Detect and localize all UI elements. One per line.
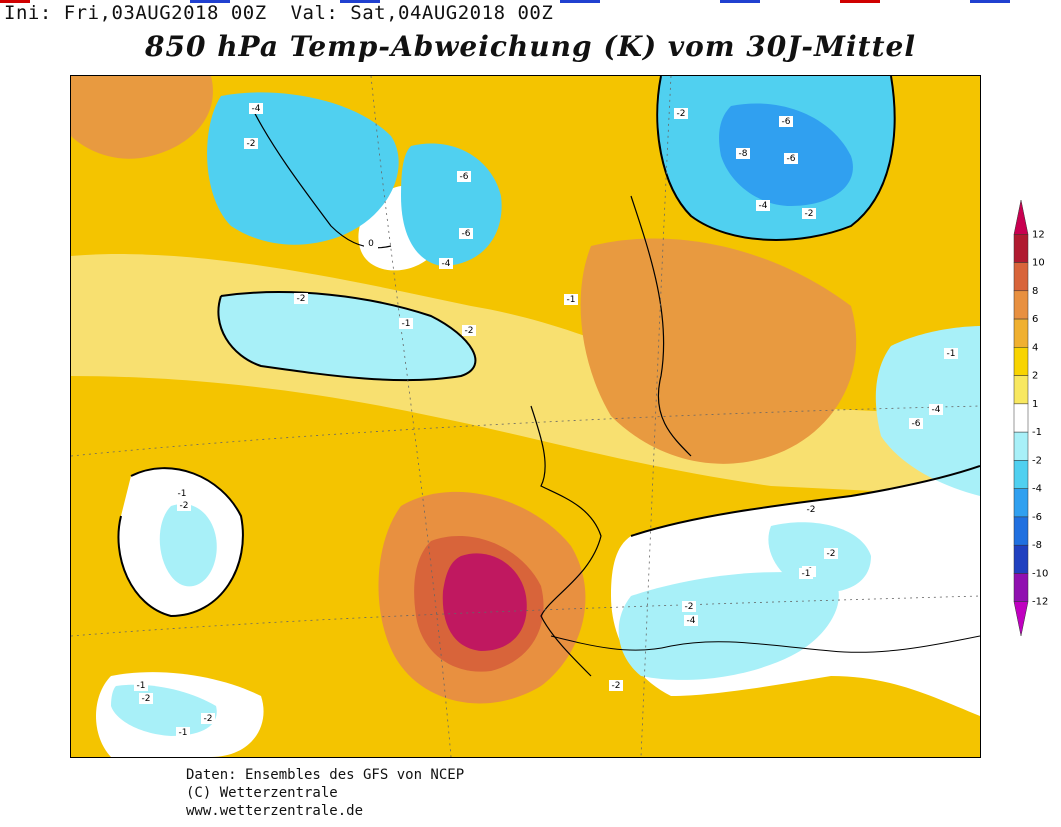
- contour-label: -1: [137, 681, 146, 691]
- credits-data-source: Daten: Ensembles des GFS von NCEP: [186, 767, 465, 783]
- cool-anomaly-southwest: [111, 684, 217, 736]
- cool-anomaly-balkans: [768, 522, 871, 593]
- colorbar-swatch: [1013, 431, 1029, 461]
- top-color-strip: [0, 0, 1061, 4]
- contour-label: -8: [739, 149, 748, 159]
- contour-label: -2: [180, 501, 189, 511]
- init-label: Ini:: [4, 2, 52, 24]
- coastline-scandinavia: [630, 195, 692, 457]
- contour-label: -4: [442, 259, 451, 269]
- contour-label: -1: [802, 569, 811, 579]
- longitude-line: [640, 76, 672, 757]
- zero-contour-mediterranean: [630, 465, 980, 537]
- contour-label: -4: [759, 201, 768, 211]
- colorbar-swatch: [1013, 318, 1029, 348]
- colorbar-legend: 12 10 8 6 4 2 1 -1 -2 -4 -6 -8 -10 -12: [1010, 198, 1060, 638]
- cold-anomaly-scandinavia-west: [401, 143, 502, 266]
- colorbar-tick-label: -12: [1032, 597, 1048, 608]
- contour-label: -2: [297, 294, 306, 304]
- latitude-line: [71, 595, 980, 637]
- cold-anomaly-greenland: [207, 92, 399, 245]
- zero-contour-west: [117, 467, 244, 618]
- cool-anomaly-north-africa: [618, 572, 839, 680]
- credits-url: www.wetterzentrale.de: [186, 803, 364, 819]
- colorbar-swatch: [1013, 516, 1029, 546]
- run-info-line: Ini: Fri,03AUG2018 00Z Val: Sat,04AUG201…: [4, 2, 553, 24]
- colorbar-tick-label: -4: [1032, 484, 1042, 495]
- contour-label: -2: [827, 549, 836, 559]
- colorbar-swatch: [1013, 460, 1029, 489]
- colorbar-swatch: [1013, 601, 1029, 637]
- contour-label: -2: [465, 326, 474, 336]
- colorbar-swatch: [1013, 403, 1029, 433]
- latitude-line: [71, 405, 980, 457]
- contour-label: -2: [612, 681, 621, 691]
- contour-label: -4: [687, 616, 696, 626]
- colorbar-swatch: [1013, 234, 1029, 263]
- colorbar-swatch: [1013, 573, 1029, 602]
- colorbar-swatch: [1013, 347, 1029, 376]
- zero-contour-north-atlantic: [217, 291, 477, 382]
- colorbar-swatch: [1013, 262, 1029, 292]
- contour-label: -6: [462, 229, 471, 239]
- colorbar-tick-label: 6: [1032, 314, 1038, 325]
- colorbar-tick-label: 4: [1032, 342, 1038, 353]
- contour-label: -2: [805, 209, 814, 219]
- colorbar-swatch: [1013, 290, 1029, 320]
- colorbar-swatch: [1013, 544, 1029, 574]
- contour-label: -6: [782, 117, 791, 127]
- contour-label: -1: [402, 319, 411, 329]
- colorbar-tick-label: 2: [1032, 371, 1038, 382]
- contour-label: -1: [947, 349, 956, 359]
- contour-label: -2: [204, 714, 213, 724]
- colorbar-tick-label: 8: [1032, 286, 1038, 297]
- credits-copyright: (C) Wetterzentrale: [186, 785, 338, 801]
- valid-time: Sat,04AUG2018 00Z: [350, 2, 554, 24]
- nw-warm-anomaly: [71, 76, 213, 159]
- temperature-anomaly-map: -2 -4 -6 -8 -6 -4 -2 -1 0 -2 -1 -6 -1 -4…: [70, 75, 981, 758]
- colorbar-tick-label: -6: [1032, 512, 1042, 523]
- colorbar-tick-label: 10: [1032, 258, 1045, 269]
- contour-label: 0: [368, 239, 374, 249]
- contour-label: -6: [912, 419, 921, 429]
- contour-label: -6: [787, 154, 796, 164]
- cool-anomaly-north-atlantic: [218, 292, 476, 381]
- contour-label: -1: [179, 728, 188, 738]
- colorbar-tick-label: -2: [1032, 455, 1042, 466]
- colorbar-swatch: [1013, 199, 1029, 235]
- colorbar-tick-label: 12: [1032, 229, 1045, 240]
- contour-label: -6: [460, 172, 469, 182]
- zero-contour-barents: [656, 76, 896, 241]
- contour-label: -1: [178, 489, 187, 499]
- init-time: Fri,03AUG2018 00Z: [63, 2, 267, 24]
- colorbar-tick-label: 1: [1032, 399, 1038, 410]
- cool-anomaly-west-atlantic: [159, 504, 217, 587]
- colorbar-tick-label: -1: [1032, 427, 1042, 438]
- contour-label: -4: [252, 104, 261, 114]
- contour-label: -2: [807, 505, 816, 515]
- colorbar-tick-label: -8: [1032, 540, 1042, 551]
- europe-warm-anomaly: [580, 238, 857, 464]
- valid-label: Val:: [290, 2, 339, 24]
- contour-label: -4: [932, 405, 941, 415]
- contour-label: -2: [247, 139, 256, 149]
- credits-block: Daten: Ensembles des GFS von NCEP (C) We…: [186, 766, 464, 820]
- longitude-line: [370, 76, 452, 757]
- heat-dome-core: [442, 553, 527, 651]
- contour-label: -2: [677, 109, 686, 119]
- contour-label: -1: [567, 295, 576, 305]
- colorbar-swatch: [1013, 488, 1029, 518]
- coastline-north-africa: [550, 635, 980, 653]
- coastline-western-europe: [530, 405, 602, 677]
- map-svg: -2 -4 -6 -8 -6 -4 -2 -1 0 -2 -1 -6 -1 -4…: [71, 76, 980, 757]
- contour-label: -2: [142, 694, 151, 704]
- cool-anomaly-russia: [875, 326, 980, 496]
- colorbar-tick-label: -10: [1032, 568, 1048, 579]
- contour-value-labels: -2 -4 -6 -8 -6 -4 -2 -1 0 -2 -1 -6 -1 -4…: [134, 103, 958, 738]
- colorbar-svg: 12 10 8 6 4 2 1 -1 -2 -4 -6 -8 -10 -12: [1013, 199, 1048, 637]
- map-title: 850 hPa Temp-Abweichung (K) vom 30J-Mitt…: [145, 30, 916, 63]
- contour-label: -2: [685, 602, 694, 612]
- colorbar-swatch: [1013, 375, 1029, 405]
